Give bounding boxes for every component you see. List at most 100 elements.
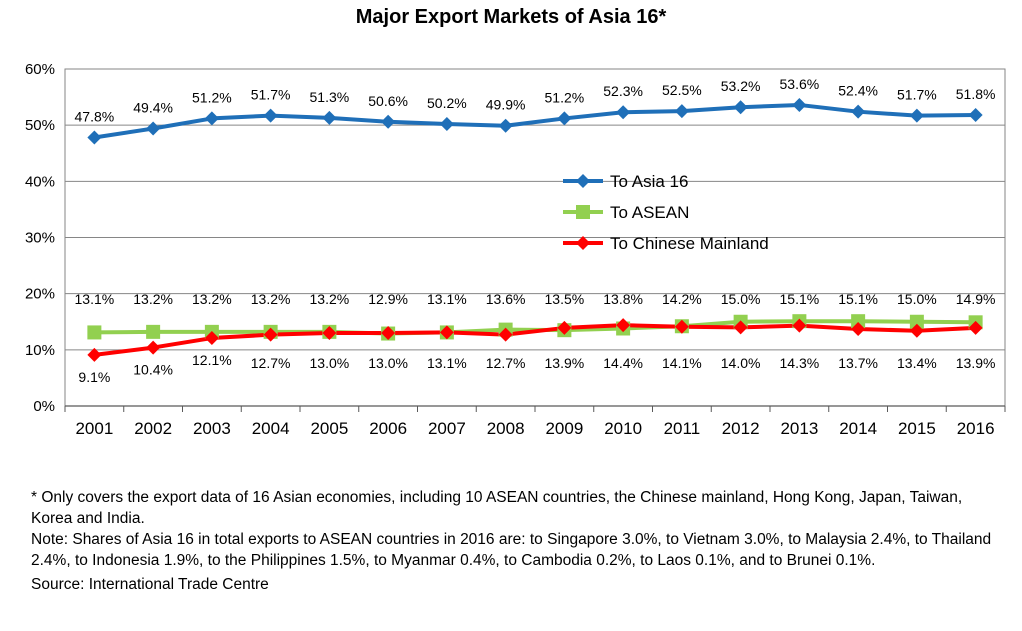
- data-point: [498, 327, 513, 342]
- data-point: [909, 108, 924, 123]
- x-tick-label: 2015: [898, 419, 936, 438]
- data-point: [146, 121, 161, 136]
- data-point: [263, 327, 278, 342]
- data-label: 51.3%: [310, 89, 350, 105]
- data-point: [498, 118, 513, 133]
- data-label: 12.9%: [368, 291, 408, 307]
- x-tick-label: 2003: [193, 419, 231, 438]
- data-label: 13.6%: [486, 291, 526, 307]
- note: Note: Shares of Asia 16 in total exports…: [31, 531, 992, 569]
- data-point: [851, 322, 866, 337]
- data-label: 51.2%: [192, 89, 232, 105]
- data-label: 47.8%: [75, 109, 115, 125]
- x-tick-label: 2001: [75, 419, 113, 438]
- data-label: 13.7%: [838, 355, 878, 371]
- data-point: [792, 97, 807, 112]
- data-label: 52.5%: [662, 82, 702, 98]
- line-chart: 0% 10% 20% 30% 40% 50% 60% 2001 2002 2003 2004 2005…: [25, 61, 1006, 438]
- data-label: 13.0%: [310, 355, 350, 371]
- y-tick-label: 60%: [25, 61, 55, 78]
- data-point: [851, 104, 866, 119]
- data-label: 52.4%: [838, 83, 878, 99]
- data-point: [733, 320, 748, 335]
- data-point: [439, 117, 454, 132]
- data-label: 13.9%: [545, 355, 585, 371]
- data-label: 14.9%: [956, 291, 996, 307]
- data-label: 13.4%: [897, 355, 937, 371]
- legend-label: To Asia 16: [610, 172, 688, 191]
- x-tick-label: 2009: [545, 419, 583, 438]
- data-label: 15.1%: [780, 291, 820, 307]
- data-label: 13.2%: [310, 291, 350, 307]
- data-label: 13.5%: [545, 291, 585, 307]
- data-label: 49.4%: [133, 100, 173, 116]
- data-point: [733, 100, 748, 115]
- data-label: 51.7%: [251, 87, 291, 103]
- data-point: [616, 318, 631, 333]
- data-point: [439, 325, 454, 340]
- x-tick-label: 2008: [487, 419, 525, 438]
- source: Source: International Trade Centre: [31, 576, 269, 593]
- data-point: [204, 331, 219, 346]
- data-label: 13.2%: [251, 291, 291, 307]
- data-point: [204, 111, 219, 126]
- data-point: [87, 130, 102, 145]
- data-point: [616, 105, 631, 120]
- data-label: 13.1%: [427, 291, 467, 307]
- data-label: 51.7%: [897, 87, 937, 103]
- data-point: [909, 314, 924, 329]
- data-label: 13.9%: [956, 355, 996, 371]
- legend-label: To ASEAN: [610, 203, 689, 222]
- x-tick-label: 2006: [369, 419, 407, 438]
- data-point: [968, 320, 983, 335]
- y-tick-label: 10%: [25, 342, 55, 359]
- legend-marker: [576, 174, 590, 188]
- y-tick-label: 50%: [25, 117, 55, 134]
- data-label: 12.1%: [192, 352, 232, 368]
- data-label: 13.8%: [603, 291, 643, 307]
- x-tick-label: 2010: [604, 419, 642, 438]
- data-point: [851, 314, 866, 329]
- y-tick-label: 30%: [25, 230, 55, 247]
- data-label: 14.0%: [721, 355, 761, 371]
- data-label: 9.1%: [78, 369, 110, 385]
- data-label: 15.0%: [897, 291, 937, 307]
- data-label: 12.7%: [486, 355, 526, 371]
- x-tick-label: 2005: [310, 419, 348, 438]
- data-label: 13.1%: [427, 355, 467, 371]
- data-point: [381, 325, 396, 340]
- data-point: [263, 108, 278, 123]
- data-label: 53.2%: [721, 78, 761, 94]
- data-label: 15.1%: [838, 291, 878, 307]
- footnote: * Only covers the export data of 16 Asia…: [31, 489, 963, 527]
- legend-marker: [576, 236, 590, 250]
- x-tick-label: 2004: [252, 419, 290, 438]
- data-label: 14.4%: [603, 355, 643, 371]
- data-label: 49.9%: [486, 97, 526, 113]
- data-label: 51.2%: [545, 89, 585, 105]
- x-tick-label: 2016: [957, 419, 995, 438]
- chart-notes: * Only covers the export data of 16 Asia…: [31, 487, 1006, 595]
- data-point: [674, 104, 689, 119]
- data-label: 12.7%: [251, 355, 291, 371]
- data-point: [381, 114, 396, 129]
- data-label: 51.8%: [956, 86, 996, 102]
- data-label: 53.6%: [780, 76, 820, 92]
- x-tick-label: 2013: [780, 419, 818, 438]
- data-point: [792, 318, 807, 333]
- data-label: 52.3%: [603, 83, 643, 99]
- data-point: [87, 347, 102, 362]
- data-point: [557, 320, 572, 335]
- data-point: [87, 325, 102, 340]
- data-point: [146, 324, 161, 339]
- data-label: 15.0%: [721, 291, 761, 307]
- data-label: 50.2%: [427, 95, 467, 111]
- y-tick-label: 20%: [25, 286, 55, 303]
- data-point: [557, 111, 572, 126]
- data-label: 13.1%: [75, 291, 115, 307]
- y-tick-label: 40%: [25, 173, 55, 190]
- legend-marker: [576, 205, 590, 219]
- x-tick-label: 2011: [664, 419, 701, 438]
- data-point: [968, 108, 983, 123]
- series-line: [94, 102, 976, 140]
